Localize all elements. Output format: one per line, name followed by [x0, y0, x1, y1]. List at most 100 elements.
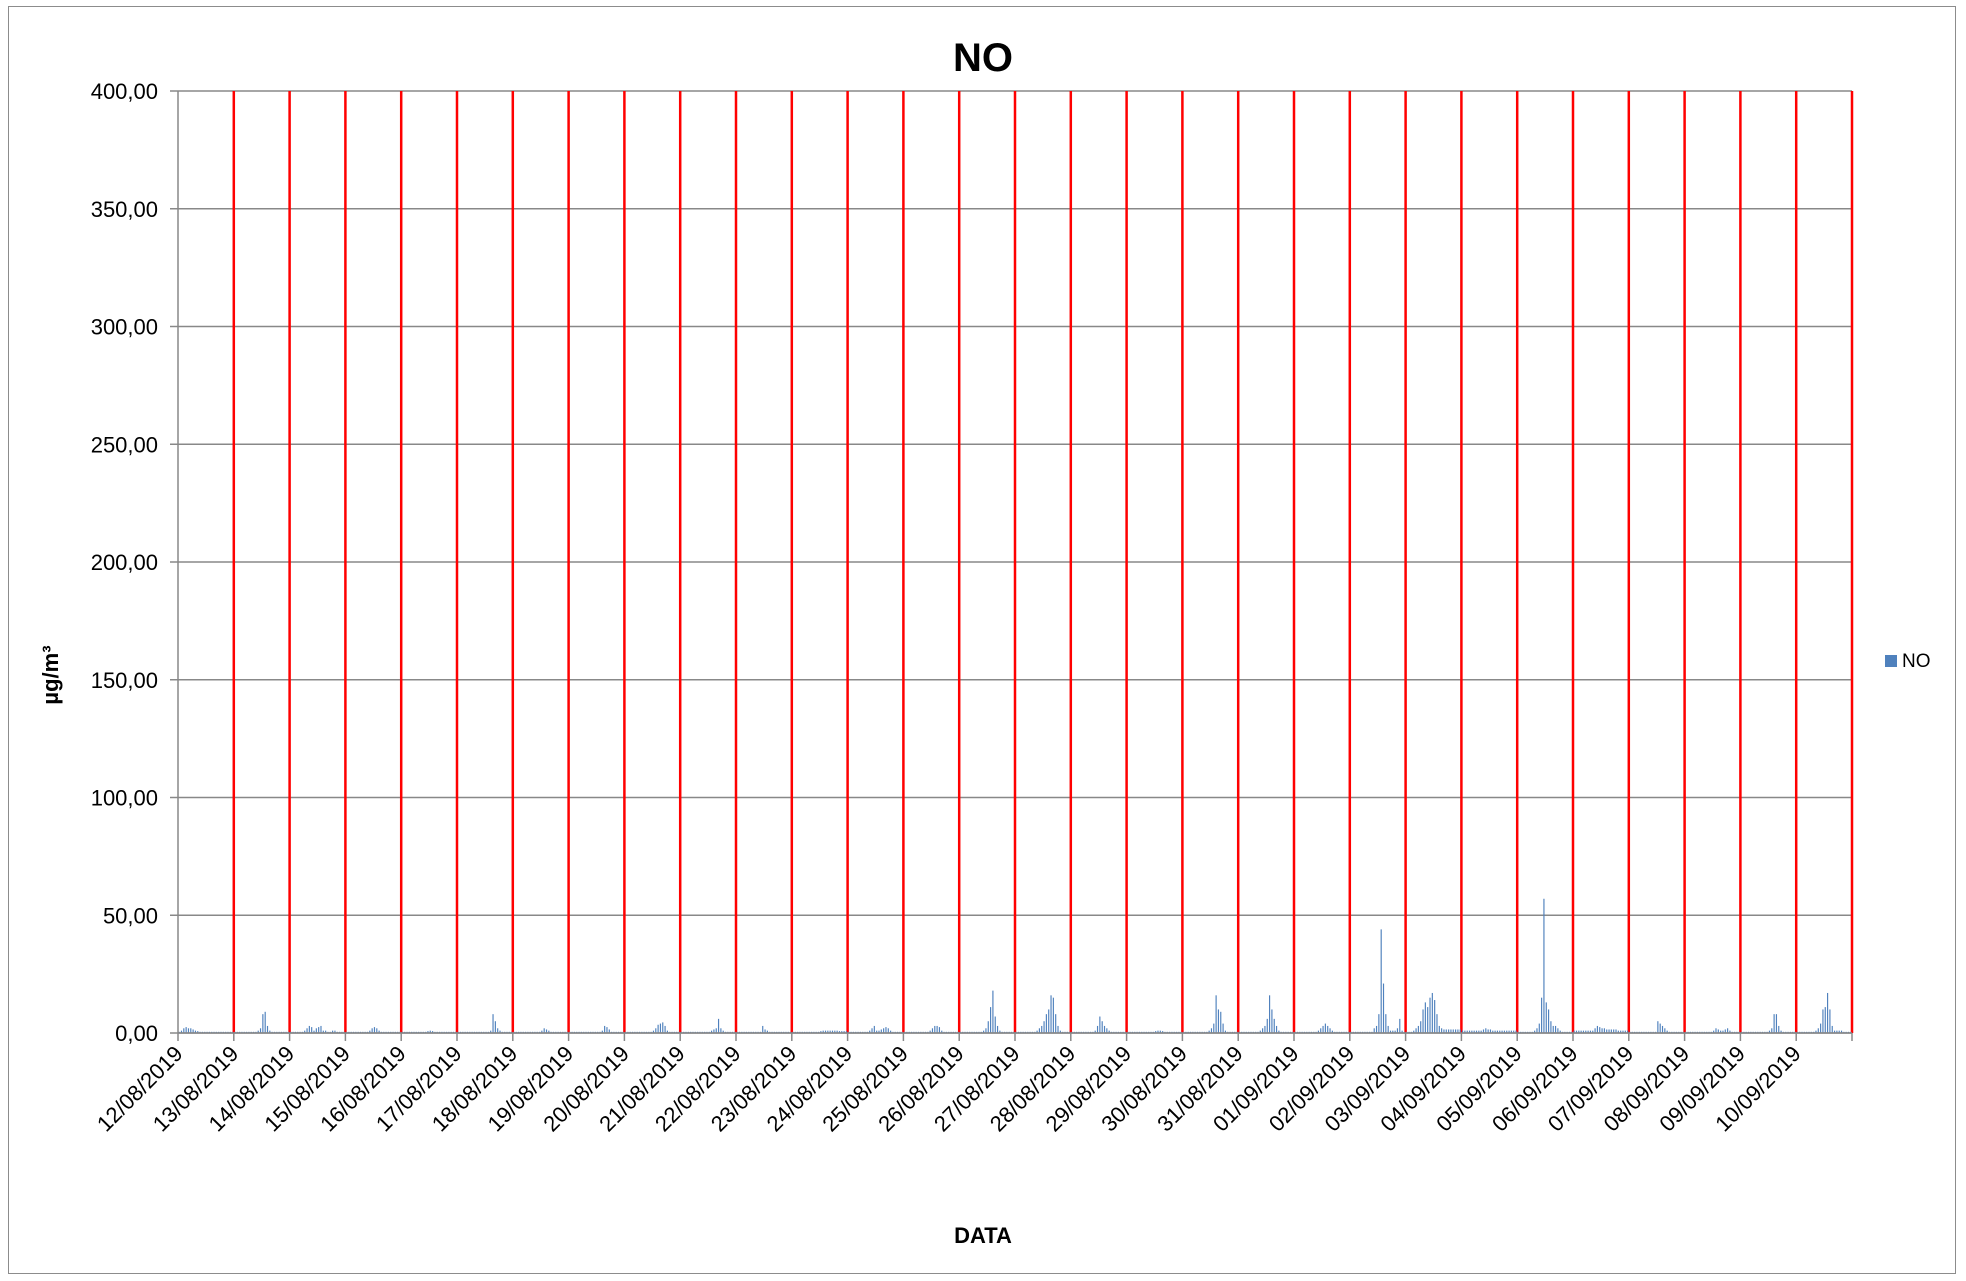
bar-no	[1713, 1030, 1715, 1033]
bar-no	[885, 1027, 887, 1033]
bar-no	[722, 1030, 724, 1033]
bar-no	[873, 1025, 875, 1033]
bar-no	[666, 1030, 668, 1033]
bar-no	[1715, 1028, 1717, 1033]
bar-no	[1217, 1009, 1220, 1033]
y-axis-title: µg/m³	[38, 645, 63, 704]
bar-no	[1422, 1009, 1424, 1033]
bar-no	[1043, 1021, 1045, 1033]
bar-no	[1317, 1030, 1319, 1033]
bar-no	[1720, 1030, 1722, 1033]
bar-no	[332, 1030, 334, 1033]
legend-swatch-no	[1885, 655, 1897, 667]
bar-no	[304, 1030, 306, 1033]
bar-no	[1666, 1030, 1668, 1033]
bar-no	[306, 1028, 308, 1033]
y-tick-label: 0,00	[115, 1021, 158, 1046]
bar-no	[1829, 1009, 1831, 1033]
bar-no	[1434, 1000, 1436, 1033]
bar-no	[766, 1030, 768, 1033]
bar-no	[1096, 1025, 1099, 1033]
bar-no	[1094, 1030, 1096, 1033]
bar-no	[1545, 1002, 1547, 1033]
bar-no	[999, 1030, 1001, 1033]
bar-no	[1515, 1030, 1517, 1033]
bar-no	[936, 1025, 938, 1033]
bar-no	[1264, 1025, 1266, 1033]
bar-no	[1210, 1028, 1213, 1033]
bar-no	[1464, 1030, 1466, 1033]
bar-no	[762, 1025, 764, 1033]
bar-no	[985, 1028, 987, 1033]
bar-no	[1815, 1030, 1817, 1033]
bar-no	[1817, 1028, 1819, 1033]
bar-no	[1503, 1030, 1505, 1033]
bar-no	[652, 1030, 655, 1033]
bar-no	[880, 1029, 882, 1033]
bar-no	[494, 1021, 496, 1033]
bar-no	[720, 1028, 722, 1033]
y-tick-label: 300,00	[91, 315, 158, 340]
bar-no	[1617, 1030, 1619, 1033]
bar-no	[1615, 1029, 1617, 1033]
bar-no	[1820, 1023, 1822, 1033]
bar-no	[1324, 1023, 1326, 1033]
bar-no	[1417, 1025, 1419, 1033]
bar-no	[257, 1030, 259, 1033]
bar-no	[1455, 1029, 1457, 1033]
bar-no	[1624, 1030, 1626, 1033]
bar-no	[876, 1030, 878, 1033]
bar-no	[841, 1031, 843, 1033]
bar-no	[1778, 1025, 1780, 1033]
bar-no	[497, 1028, 499, 1033]
bar-no	[1445, 1029, 1447, 1033]
bar-no	[1487, 1029, 1489, 1033]
bar-no	[843, 1031, 845, 1033]
bar-no	[1052, 997, 1054, 1033]
bar-no	[834, 1030, 836, 1033]
bar-no	[662, 1022, 664, 1033]
bar-no	[541, 1030, 543, 1033]
bar-no	[1220, 1011, 1222, 1033]
bar-no	[1055, 1014, 1057, 1033]
bar-no	[1427, 1007, 1429, 1033]
bar-no	[1480, 1030, 1482, 1033]
bar-no	[657, 1024, 659, 1033]
bar-no	[545, 1029, 548, 1033]
bar-no	[1162, 1031, 1164, 1033]
bar-no	[197, 1031, 199, 1033]
bar-no	[1389, 1030, 1392, 1033]
bar-no	[185, 1027, 187, 1033]
bar-no	[1420, 1021, 1422, 1033]
bar-no	[1413, 1030, 1415, 1033]
bar-no	[1594, 1028, 1596, 1033]
bar-no	[1513, 1030, 1515, 1033]
bar-no	[1045, 1014, 1047, 1033]
bar-no	[1475, 1030, 1478, 1033]
bar-no	[1396, 1028, 1399, 1033]
bar-no	[1466, 1030, 1468, 1033]
bar-no	[1657, 1021, 1659, 1033]
bar-no	[1385, 1014, 1387, 1033]
bar-no	[490, 1030, 492, 1033]
bar-no	[548, 1030, 550, 1033]
bar-no	[1608, 1029, 1610, 1033]
bar-no	[878, 1030, 880, 1033]
bar-no	[1482, 1029, 1485, 1033]
bar-no	[1601, 1028, 1603, 1033]
bar-no	[266, 1025, 269, 1033]
bar-no	[1387, 1025, 1389, 1033]
bar-no	[931, 1028, 934, 1033]
bar-no	[836, 1030, 838, 1033]
bar-no	[604, 1025, 606, 1033]
bar-no	[1050, 995, 1052, 1033]
bar-no	[194, 1030, 197, 1033]
bar-no	[1382, 983, 1385, 1033]
y-tick-label: 350,00	[91, 197, 158, 222]
bar-no	[1578, 1030, 1580, 1033]
bar-no	[1485, 1028, 1487, 1033]
bar-no	[992, 990, 994, 1033]
bar-no	[1780, 1030, 1782, 1033]
bar-no	[1508, 1030, 1510, 1033]
